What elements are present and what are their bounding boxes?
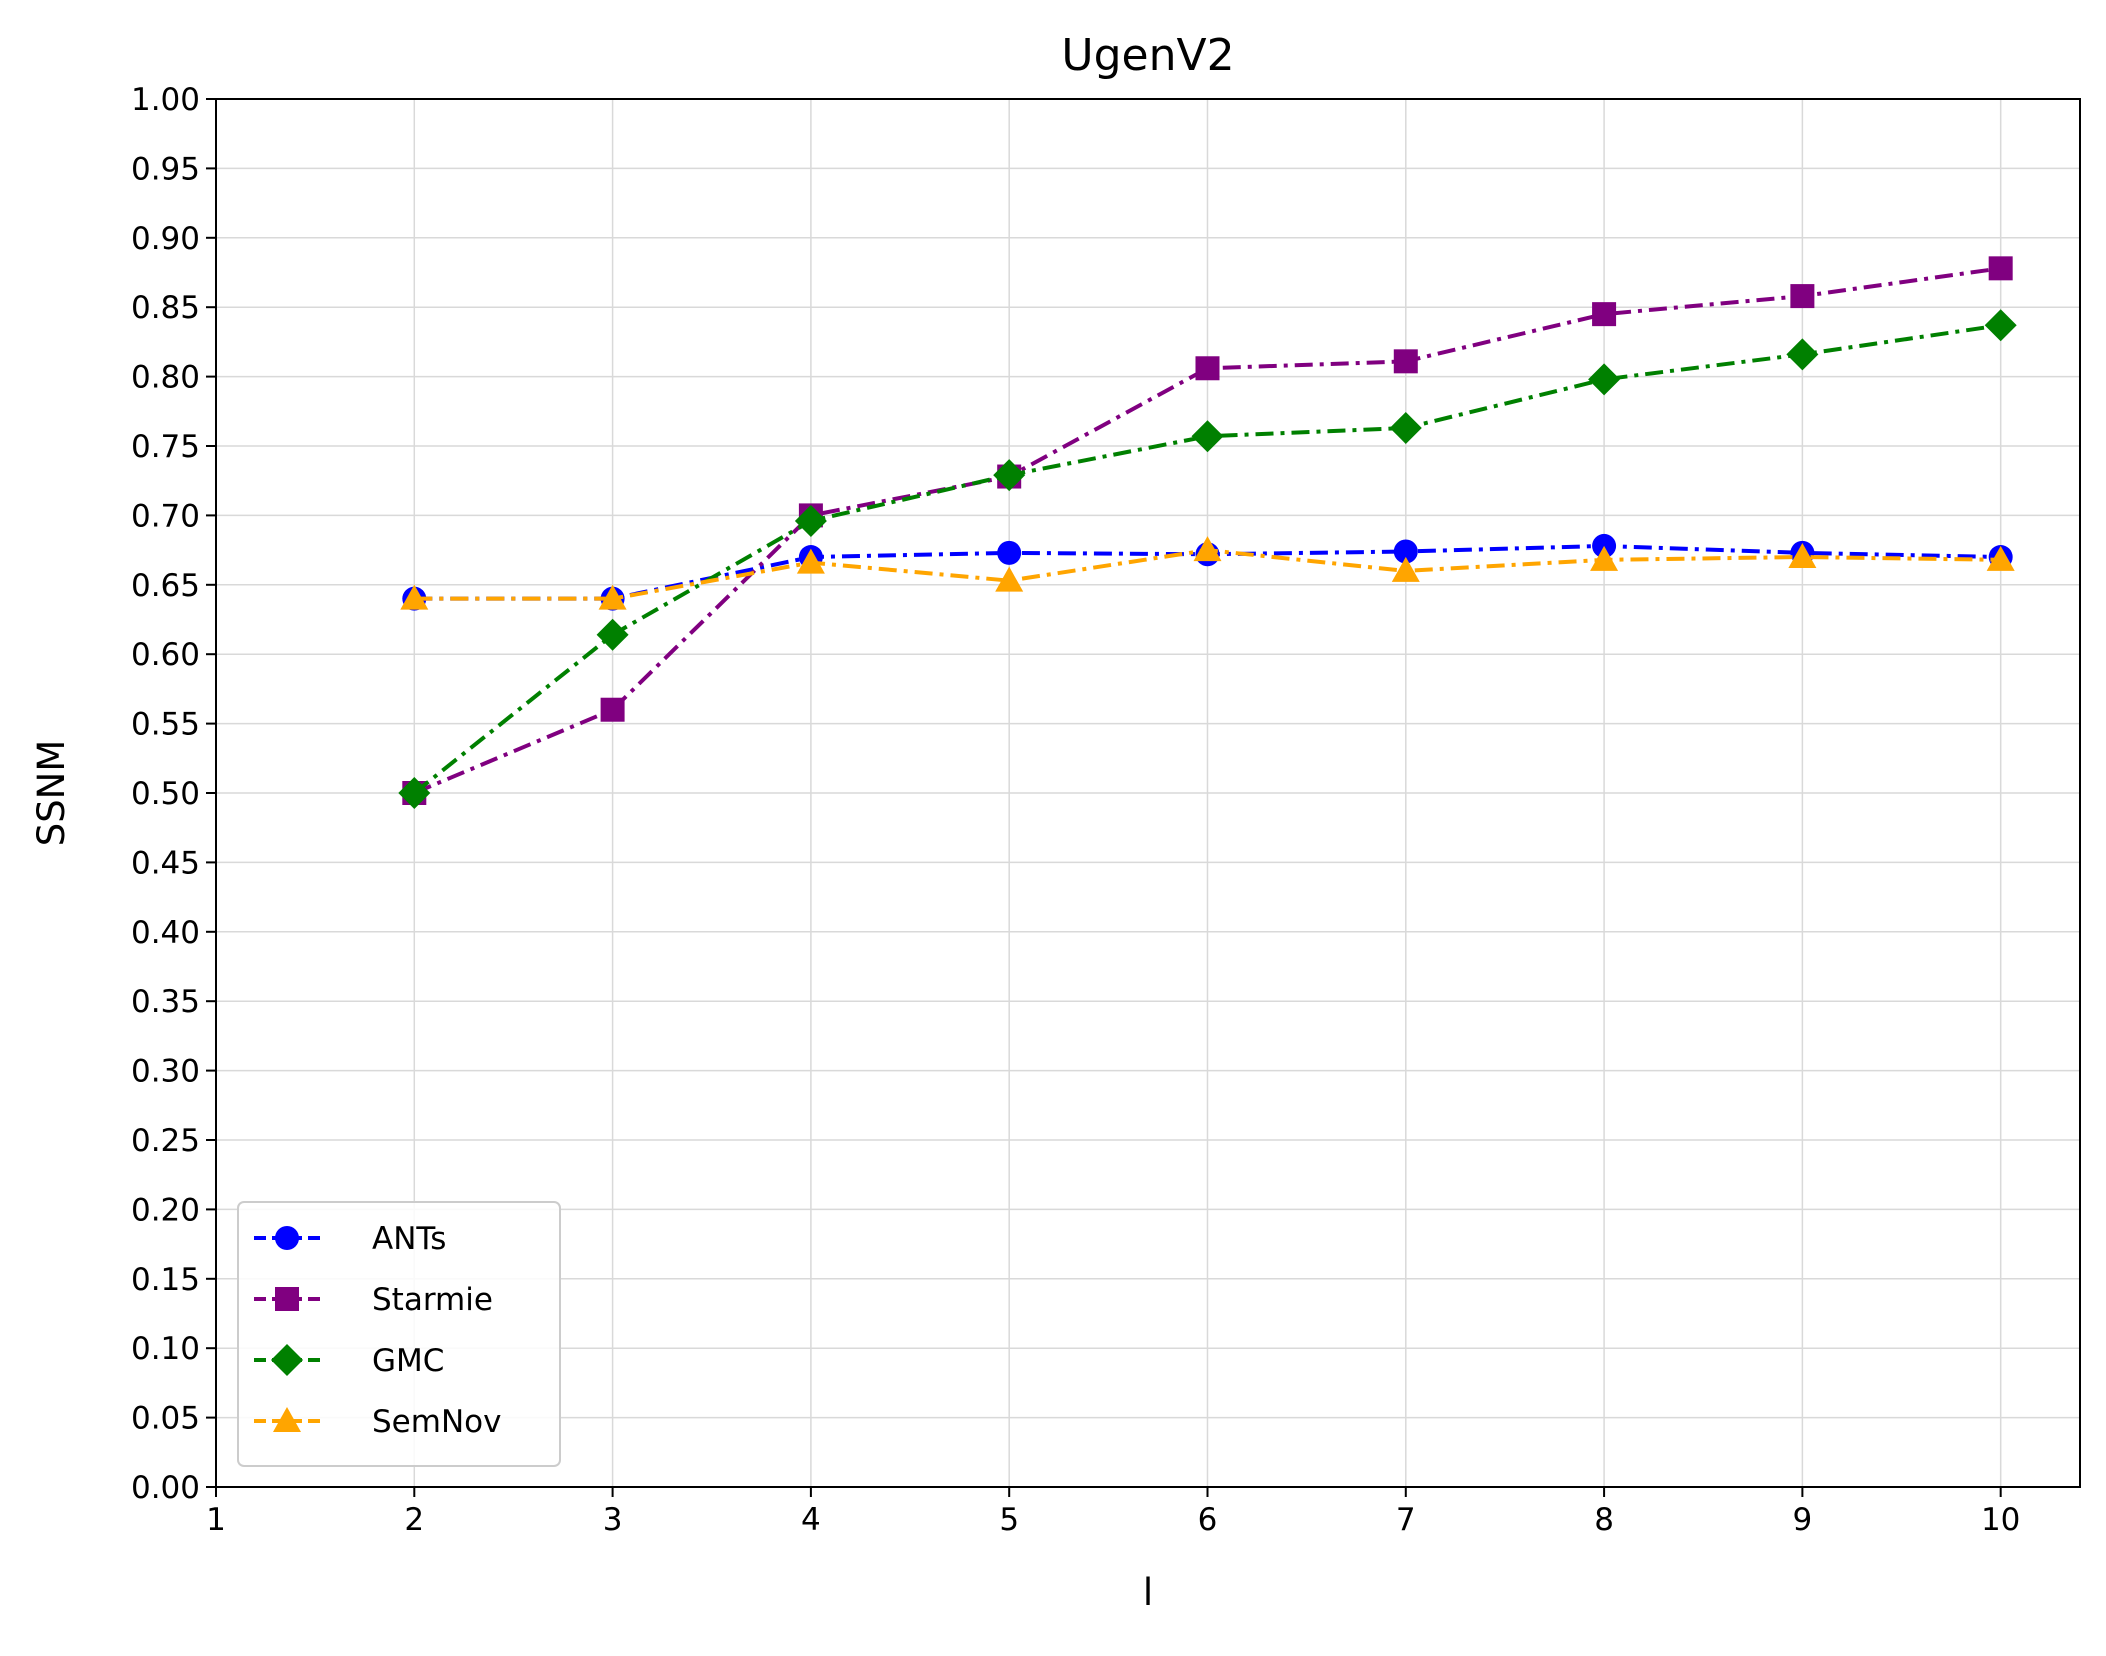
legend-item-ants: ANTs [254,1221,446,1257]
data-point-semnov [1391,556,1420,582]
series-layer [398,256,2017,809]
x-axis-label: l [1143,1571,1153,1614]
data-point-ants [997,540,1022,565]
data-point-starmie [1393,349,1418,374]
legend-marker-swatch [275,1287,299,1311]
y-axis-label: SSNM [30,740,73,847]
data-point-semnov [1788,543,1817,569]
legend-item-semnov: SemNov [254,1404,501,1440]
series-line-gmc [413,323,2001,795]
chart-title: UgenV2 [1061,30,1234,81]
y-tick-label: 0.75 [131,429,200,465]
legend-label: Starmie [372,1282,493,1318]
y-tick-label: 1.00 [131,82,200,118]
y-tick-label: 0.50 [131,776,200,812]
x-tick-label: 10 [1981,1502,2020,1538]
legend-item-gmc: GMC [254,1343,444,1379]
x-tick-label: 8 [1594,1502,1614,1538]
data-point-gmc [1389,411,1422,444]
y-tick-label: 0.25 [131,1123,200,1159]
y-tick-label: 0.80 [131,360,200,396]
series-gmc [398,309,2017,809]
y-tick-label: 0.55 [131,707,200,743]
x-tick-label: 6 [1198,1502,1218,1538]
legend-marker-swatch [273,1407,301,1432]
legend-label: GMC [372,1343,444,1379]
x-tick-label: 4 [801,1502,821,1538]
data-point-starmie [1195,356,1220,381]
y-tick-label: 0.15 [131,1262,200,1298]
data-point-semnov [1590,545,1619,571]
x-tick-label: 5 [999,1502,1019,1538]
y-tick-label: 0.40 [131,915,200,951]
data-point-gmc [1588,363,1621,396]
data-point-semnov [1986,545,2015,571]
legend-label: SemNov [372,1404,501,1440]
legend-marker-swatch [271,1344,303,1376]
legend-marker-swatch [275,1226,299,1250]
legend-box [237,1201,561,1467]
x-tick-label: 9 [1793,1502,1813,1538]
data-point-starmie [600,697,625,722]
y-tick-label: 0.00 [131,1470,200,1506]
x-tick-label: 1 [206,1502,226,1538]
data-point-semnov [400,584,429,610]
data-point-gmc [1786,338,1819,371]
legend: ANTs Starmie GMC SemNov [237,1201,561,1467]
y-tick-label: 0.20 [131,1192,200,1228]
y-tick-label: 0.30 [131,1054,200,1090]
y-tick-label: 0.65 [131,568,200,604]
data-point-gmc [1191,420,1224,453]
data-point-gmc [794,504,827,537]
y-tick-label: 0.45 [131,845,200,881]
data-point-starmie [1988,256,2013,281]
data-point-gmc [993,459,1026,492]
y-tick-label: 0.60 [131,637,200,673]
data-point-gmc [1984,309,2017,342]
y-tick-label: 0.10 [131,1331,200,1367]
series-semnov [400,536,2015,610]
data-point-gmc [398,777,431,809]
legend-label: ANTs [372,1221,446,1257]
y-tick-label: 0.95 [131,151,200,187]
data-point-ants [1393,539,1418,564]
data-point-semnov [598,584,627,610]
data-point-semnov [1193,536,1222,562]
data-point-starmie [1592,302,1617,327]
x-tick-label: 2 [404,1502,424,1538]
y-tick-label: 0.85 [131,290,200,326]
y-tick-label: 0.90 [131,221,200,257]
data-point-starmie [1790,284,1815,309]
data-point-semnov [995,566,1024,592]
series-line-starmie [413,266,2001,795]
x-tick-label: 3 [603,1502,623,1538]
axis-ticks: 1 2 3 4 5 6 7 8 9 10 0.00 0.05 0.10 0.15 0.20 0.25 0.30 0… [131,82,2020,1538]
x-tick-label: 7 [1396,1502,1416,1538]
y-tick-label: 0.35 [131,984,200,1020]
y-tick-label: 0.70 [131,498,200,534]
y-tick-label: 0.05 [131,1401,200,1437]
data-point-semnov [796,548,825,574]
data-point-gmc [596,618,629,651]
legend-item-starmie: Starmie [254,1282,493,1318]
